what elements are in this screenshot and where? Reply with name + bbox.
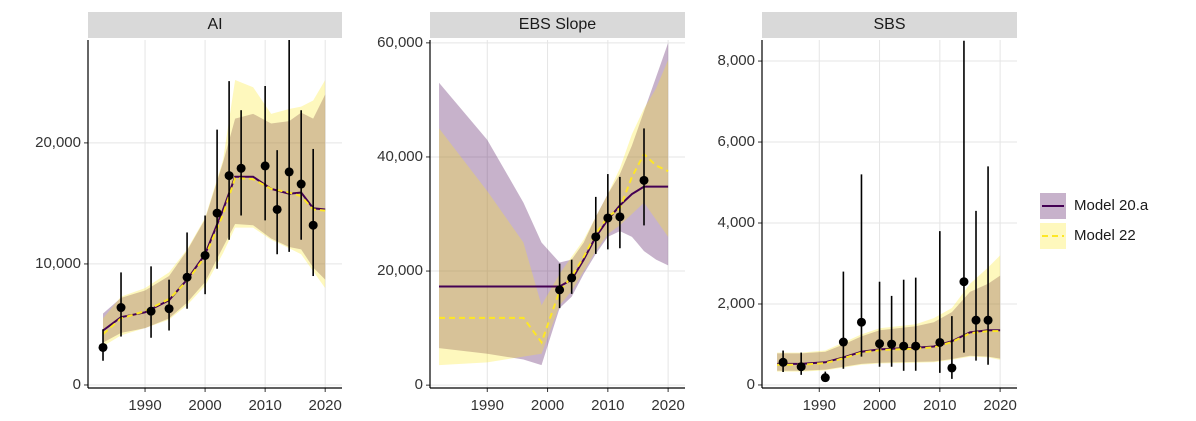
strip-text: EBS Slope [519,16,596,33]
x-tick-label: 2010 [591,397,624,414]
observed-point [236,163,246,173]
y-tick-label: 40,000 [377,148,423,165]
y-tick-label: 2,000 [717,295,755,312]
observed-point [959,277,969,287]
observed-point [935,337,945,347]
observed-point [146,306,156,316]
observed-point [603,213,613,223]
confidence-band [439,59,669,366]
observed-point [260,161,270,171]
panel-background [430,40,685,388]
y-tick-label: 4,000 [717,214,755,231]
y-tick-label: 0 [415,376,423,393]
observed-point [555,285,565,295]
strip [762,12,1017,38]
observed-point [947,363,957,373]
legend: Model 20.a Model 22 [1040,193,1149,249]
observed-point [971,315,981,325]
observed-point [615,212,625,222]
x-tick-label: 2010 [923,397,956,414]
y-tick-label: 10,000 [35,255,81,272]
y-tick-label: 8,000 [717,52,755,69]
x-tick-label: 2020 [983,397,1016,414]
x-tick-label: 2000 [863,397,896,414]
y-tick-label: 0 [747,376,755,393]
panel-background [762,40,1017,388]
observed-point [284,167,294,177]
x-tick-label: 2020 [308,397,341,414]
observed-point [911,341,921,351]
strip-text: AI [207,16,222,33]
observed-point [820,373,830,383]
confidence-band [103,94,326,343]
panel: AI 0 10,000 20,000 1990 2000 2010 2020 [35,12,342,414]
observed-point [983,315,993,325]
model-line [439,152,669,345]
panel: EBS Slope 0 20,000 40,000 60,000 1990 2000 2010… [377,12,685,414]
y-tick-label: 6,000 [717,133,755,150]
observed-point [164,304,174,314]
strip-text: SBS [873,16,905,33]
strip [430,12,685,38]
observed-point [200,250,210,260]
y-tick-label: 60,000 [377,34,423,51]
observed-point [856,317,866,327]
panel: SBS 0 2,000 4,000 6,000 8,000 1990 2000 2010 2020 [717,12,1017,414]
observed-point [639,175,649,185]
observed-point [224,171,234,181]
observed-point [98,342,108,352]
y-tick-label: 0 [73,376,81,393]
x-tick-label: 1990 [803,397,836,414]
observed-point [272,204,282,214]
x-tick-label: 2000 [188,397,221,414]
x-tick-label: 1990 [471,397,504,414]
confidence-band [439,42,669,366]
observed-point [567,273,577,283]
observed-point [875,339,885,349]
observed-point [116,303,126,313]
observed-point [887,339,897,349]
legend-label: Model 22 [1074,227,1136,244]
x-tick-label: 2010 [248,397,281,414]
strip [88,12,342,38]
observed-point [838,337,848,347]
observed-point [296,179,306,189]
x-tick-label: 2020 [651,397,684,414]
confidence-band [777,275,1001,371]
observed-point [796,362,806,372]
y-tick-label: 20,000 [35,134,81,151]
x-tick-label: 1990 [128,397,161,414]
model-line [777,330,1001,366]
x-tick-label: 2000 [531,397,564,414]
observed-point [182,272,192,282]
model-line [439,185,669,288]
observed-point [778,357,788,367]
legend-label: Model 20.a [1074,197,1149,214]
observed-point [899,341,909,351]
observed-point [212,208,222,218]
observed-point [591,232,601,242]
y-tick-label: 20,000 [377,262,423,279]
observed-point [308,220,318,230]
